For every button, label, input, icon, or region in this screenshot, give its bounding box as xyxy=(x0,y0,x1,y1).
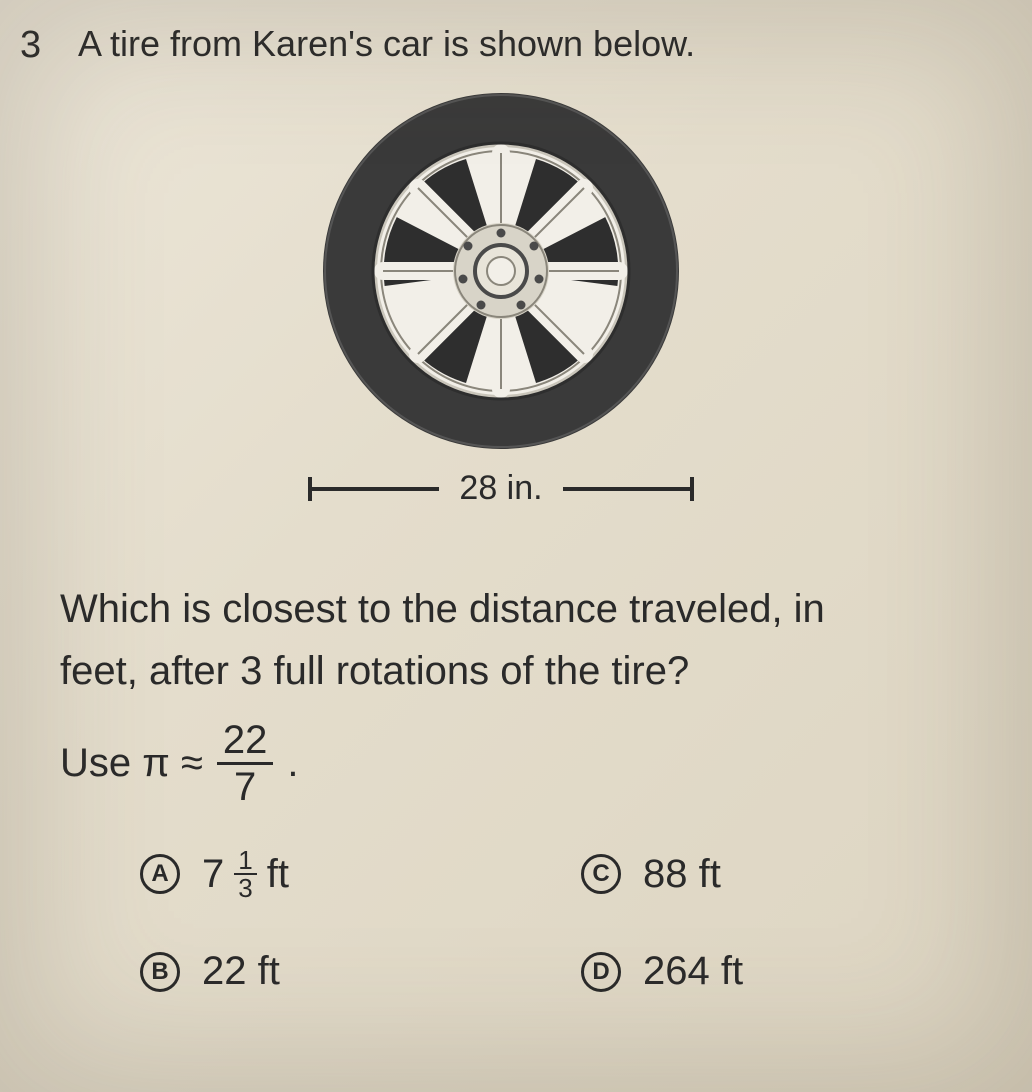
choice-A-unit: ft xyxy=(267,852,289,897)
choice-B-text: 22 ft xyxy=(202,949,280,994)
choice-bubble-D: D xyxy=(581,952,621,992)
answer-choices: A 7 1 3 ft C 88 ft B 22 ft D 264 ft xyxy=(20,847,982,994)
pi-frac-num: 22 xyxy=(217,720,274,765)
choice-A-frac: 1 3 xyxy=(234,847,256,901)
choice-A-value: 7 1 3 ft xyxy=(202,847,289,901)
prompt-line-1: Which is closest to the distance travele… xyxy=(60,578,972,640)
question-intro: A tire from Karen's car is shown below. xyxy=(78,20,982,69)
choice-B[interactable]: B 22 ft xyxy=(140,949,541,994)
question-prompt: Which is closest to the distance travele… xyxy=(20,578,982,702)
prompt-line-2: feet, after 3 full rotations of the tire… xyxy=(60,640,972,702)
choice-D-text: 264 ft xyxy=(643,949,743,994)
use-pi-prefix: Use π ≈ xyxy=(60,741,203,786)
dim-segment-left xyxy=(309,487,439,491)
dimension-line: 28 in. xyxy=(309,469,692,508)
tire-svg xyxy=(311,81,691,461)
worksheet-page: 3 A tire from Karen's car is shown below… xyxy=(0,0,1032,1092)
question-number: 3 xyxy=(20,20,50,71)
dim-segment-right xyxy=(563,487,693,491)
choice-C-text: 88 ft xyxy=(643,852,721,897)
choice-bubble-A: A xyxy=(140,854,180,894)
choice-A-frac-den: 3 xyxy=(234,875,256,901)
choice-bubble-C: C xyxy=(581,854,621,894)
choice-bubble-B: B xyxy=(140,952,180,992)
pi-frac-den: 7 xyxy=(228,765,262,807)
tire-diagram xyxy=(20,81,982,461)
choice-C[interactable]: C 88 ft xyxy=(581,852,982,897)
use-pi-line: Use π ≈ 22 7 . xyxy=(20,720,982,807)
choice-A-frac-num: 1 xyxy=(234,847,256,875)
question-row: 3 A tire from Karen's car is shown below… xyxy=(20,20,982,71)
diameter-label: 28 in. xyxy=(459,469,542,508)
dimension-row: 28 in. xyxy=(20,469,982,508)
pi-fraction: 22 7 xyxy=(217,720,274,807)
use-pi-suffix: . xyxy=(287,741,298,786)
choice-A[interactable]: A 7 1 3 ft xyxy=(140,847,541,901)
choice-A-whole: 7 xyxy=(202,852,224,897)
choice-D[interactable]: D 264 ft xyxy=(581,949,982,994)
